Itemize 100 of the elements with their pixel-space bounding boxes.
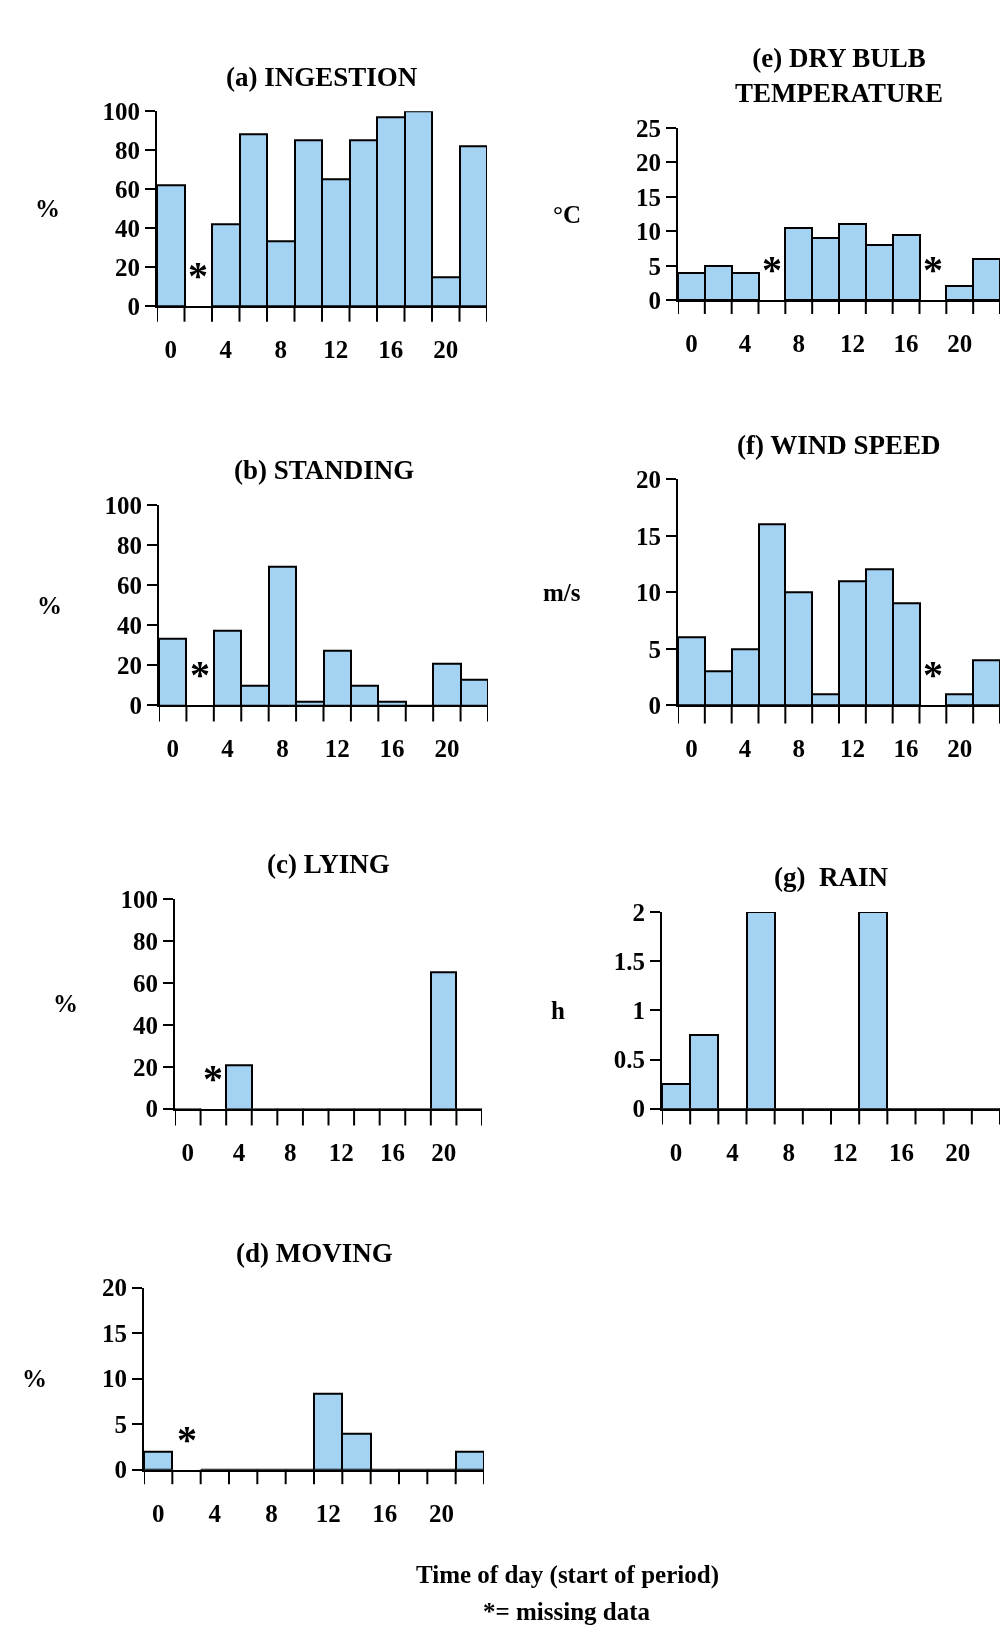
y-tick-label: 20 [117, 652, 142, 680]
x-tick-label: 8 [792, 330, 805, 358]
y-tick-label: 80 [117, 531, 142, 559]
y-tick-label: 20 [636, 149, 661, 177]
y-axis-title: °C [553, 201, 582, 228]
x-tick-label: 8 [782, 1138, 795, 1166]
y-tick-label: 25 [636, 114, 661, 142]
x-tick-label: 20 [433, 336, 459, 364]
chart-title: (b) STANDING [234, 455, 415, 485]
text: * [188, 253, 208, 298]
x-tick-label: 20 [947, 735, 973, 763]
y-tick-label: 100 [102, 98, 140, 126]
y-tick-label: 0 [129, 692, 142, 720]
chart-title: (a) INGESTION [226, 62, 418, 92]
y-tick-label: 20 [636, 465, 661, 493]
x-tick-label: 20 [947, 330, 973, 358]
x-tick-label: 16 [372, 1499, 398, 1527]
x-tick-label: 16 [379, 735, 405, 763]
text: * [203, 1056, 223, 1101]
x-tick-label: 16 [379, 1138, 405, 1166]
y-tick-label: 40 [133, 1011, 158, 1039]
x-tick-label: 4 [219, 336, 233, 364]
y-tick-label: 0 [632, 1095, 645, 1123]
x-tick-label: 8 [276, 735, 289, 763]
y-tick-label: 5 [648, 252, 661, 280]
x-tick-label: 20 [431, 1138, 457, 1166]
x-tick-label: 12 [324, 735, 350, 763]
y-tick-label: 5 [114, 1410, 127, 1438]
x-tick-label: 4 [232, 1138, 246, 1166]
y-tick-label: 20 [133, 1053, 158, 1081]
chart-title: (d) MOVING [236, 1238, 393, 1268]
y-tick-label: 10 [102, 1365, 127, 1393]
text: * [923, 652, 943, 697]
x-tick-label: 4 [208, 1499, 222, 1527]
x-tick-label: 12 [328, 1138, 354, 1166]
y-tick-label: 100 [120, 885, 158, 913]
text: * [923, 247, 943, 292]
y-tick-label: 20 [115, 253, 140, 281]
y-axis-title: % [53, 990, 78, 1017]
x-tick-label: 12 [839, 735, 865, 763]
y-tick-label: 80 [115, 137, 140, 165]
y-tick-label: 0 [648, 286, 661, 314]
y-tick-label: 15 [636, 522, 661, 550]
chart-title: (e) DRY BULB TEMPERATURE [735, 43, 944, 109]
y-tick-label: 60 [133, 969, 158, 997]
y-tick-label: 15 [102, 1319, 127, 1347]
y-tick-label: 0 [145, 1095, 158, 1123]
y-tick-label: 40 [117, 611, 142, 639]
x-tick-label: 12 [315, 1499, 341, 1527]
x-tick-label: 16 [378, 336, 404, 364]
y-tick-label: 60 [115, 176, 140, 204]
x-tick-label: 4 [221, 735, 235, 763]
y-tick-label: 15 [636, 183, 661, 211]
x-tick-label: 0 [685, 330, 698, 358]
x-tick-label: 12 [839, 330, 865, 358]
y-tick-label: 0 [114, 1456, 127, 1484]
y-tick-label: 100 [104, 491, 142, 519]
x-tick-label: 20 [434, 735, 460, 763]
x-tick-label: 20 [945, 1138, 971, 1166]
y-axis-title: % [37, 592, 62, 619]
x-tick-label: 20 [429, 1499, 454, 1527]
x-tick-label: 4 [726, 1138, 740, 1166]
x-tick-label: 0 [166, 735, 179, 763]
chart-title: (c) LYING [267, 849, 390, 879]
y-tick-label: 60 [117, 571, 142, 599]
x-tick-label: 12 [323, 336, 349, 364]
y-tick-label: 40 [115, 214, 140, 242]
x-tick-label: 16 [893, 735, 919, 763]
x-tick-label: 0 [181, 1138, 195, 1166]
y-tick-label: 10 [636, 218, 661, 246]
x-tick-label: 8 [274, 336, 287, 364]
y-tick-label: 2 [632, 898, 645, 926]
x-tick-label: 0 [685, 735, 698, 763]
x-tick-label: 0 [164, 336, 177, 364]
y-tick-label: 1.5 [613, 947, 645, 975]
text: * [762, 247, 782, 292]
y-axis-title: % [22, 1365, 47, 1392]
text: * [190, 652, 210, 697]
chart-title: (g) RAIN [774, 862, 889, 892]
x-tick-label: 16 [888, 1138, 914, 1166]
y-axis-title: m/s [543, 579, 581, 606]
y-tick-label: 0.5 [613, 1046, 645, 1074]
y-tick-label: 0 [127, 292, 140, 320]
chart-title: (f) WIND SPEED [737, 430, 941, 460]
x-tick-label: 8 [792, 735, 805, 763]
y-tick-label: 1 [632, 997, 645, 1025]
y-tick-label: 10 [636, 579, 661, 607]
x-tick-label: 12 [832, 1138, 858, 1166]
y-axis-title: h [551, 997, 565, 1024]
x-tick-label: 4 [738, 330, 752, 358]
x-tick-label: 0 [669, 1138, 683, 1166]
x-tick-label: 8 [283, 1138, 297, 1166]
text: Time of day (start of period) [416, 1561, 719, 1589]
y-tick-label: 0 [648, 692, 661, 720]
y-tick-label: 80 [133, 927, 158, 955]
x-tick-label: 4 [738, 735, 752, 763]
text: * [177, 1417, 197, 1462]
x-tick-label: 8 [265, 1499, 278, 1527]
text: *= missing data [483, 1598, 651, 1625]
y-tick-label: 5 [648, 635, 661, 663]
